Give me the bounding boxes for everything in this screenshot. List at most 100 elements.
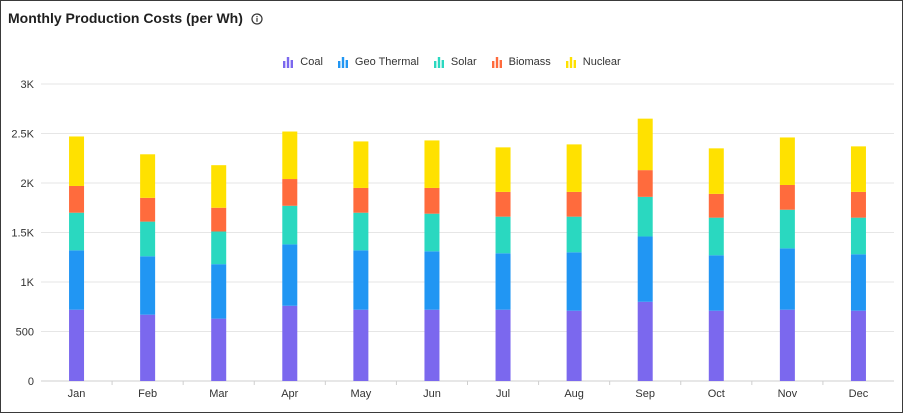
legend-label: Coal: [300, 56, 323, 68]
bar-solar-nov[interactable]: [779, 209, 795, 249]
legend-item-nuclear[interactable]: Nuclear: [565, 56, 621, 68]
bar-geo-thermal-aug[interactable]: [566, 252, 582, 311]
bar-coal-mar[interactable]: [211, 318, 227, 381]
legend-item-biomass[interactable]: Biomass: [491, 56, 551, 68]
legend-label: Solar: [450, 56, 477, 68]
bar-biomass-apr[interactable]: [282, 179, 298, 206]
bar-solar-oct[interactable]: [708, 217, 724, 256]
x-tick-label: Jan: [68, 388, 86, 400]
x-tick-label: Apr: [281, 388, 298, 400]
x-tick-label: Sep: [635, 388, 655, 400]
bar-solar-mar[interactable]: [211, 231, 227, 265]
bar-geo-thermal-jun[interactable]: [424, 251, 440, 310]
bar-coal-jan[interactable]: [69, 309, 85, 381]
bar-biomass-sep[interactable]: [637, 170, 653, 197]
y-tick-label: 1.5K: [11, 228, 34, 240]
bar-solar-may[interactable]: [353, 212, 369, 251]
bar-coal-sep[interactable]: [637, 301, 653, 381]
x-tick-label: Feb: [138, 388, 157, 400]
bar-nuclear-nov[interactable]: [779, 137, 795, 185]
chart-header: Monthly Production Costs (per Wh): [8, 8, 263, 28]
legend-label: Geo Thermal: [354, 56, 419, 68]
bar-biomass-mar[interactable]: [211, 207, 227, 232]
bar-coal-may[interactable]: [353, 309, 369, 381]
x-tick-label: Jun: [423, 388, 441, 400]
bar-biomass-jan[interactable]: [69, 185, 85, 213]
y-tick-label: 0: [28, 376, 34, 388]
bar-nuclear-sep[interactable]: [637, 118, 653, 171]
bar-biomass-oct[interactable]: [708, 193, 724, 218]
chart-title: Monthly Production Costs (per Wh): [8, 10, 243, 26]
bar-coal-oct[interactable]: [708, 310, 724, 381]
bar-nuclear-apr[interactable]: [282, 131, 298, 180]
bar-nuclear-mar[interactable]: [211, 165, 227, 208]
bar-chart-icon: [433, 57, 444, 68]
bar-chart-icon: [491, 57, 502, 68]
bar-geo-thermal-nov[interactable]: [779, 248, 795, 310]
chart-legend: Coal Geo Thermal Solar Biomass Nuclear: [1, 53, 902, 71]
bar-geo-thermal-sep[interactable]: [637, 236, 653, 302]
legend-label: Nuclear: [582, 56, 621, 68]
y-tick-label: 2.5K: [11, 129, 34, 141]
bar-solar-jul[interactable]: [495, 216, 511, 254]
bar-coal-apr[interactable]: [282, 305, 298, 381]
y-tick-label: 2K: [21, 178, 35, 190]
bar-solar-feb[interactable]: [140, 221, 156, 257]
legend-item-geo-thermal[interactable]: Geo Thermal: [337, 56, 419, 68]
bar-biomass-feb[interactable]: [140, 197, 156, 222]
bar-geo-thermal-oct[interactable]: [708, 255, 724, 311]
bar-coal-dec[interactable]: [850, 310, 866, 381]
x-tick-label: Aug: [564, 388, 584, 400]
x-tick-label: Dec: [849, 388, 869, 400]
bar-nuclear-jul[interactable]: [495, 147, 511, 192]
bar-nuclear-jun[interactable]: [424, 140, 440, 188]
bar-coal-aug[interactable]: [566, 310, 582, 381]
bar-nuclear-aug[interactable]: [566, 144, 582, 192]
bar-solar-sep[interactable]: [637, 196, 653, 237]
bar-nuclear-jan[interactable]: [69, 136, 85, 186]
bar-biomass-aug[interactable]: [566, 191, 582, 217]
legend-item-solar[interactable]: Solar: [433, 56, 477, 68]
bar-geo-thermal-mar[interactable]: [211, 264, 227, 319]
info-icon[interactable]: [251, 12, 263, 25]
bar-solar-aug[interactable]: [566, 216, 582, 253]
bar-geo-thermal-dec[interactable]: [850, 254, 866, 311]
bar-coal-feb[interactable]: [140, 314, 156, 381]
bar-biomass-jul[interactable]: [495, 191, 511, 217]
bar-geo-thermal-may[interactable]: [353, 250, 369, 310]
bar-biomass-dec[interactable]: [850, 191, 866, 218]
x-tick-label: Oct: [708, 388, 725, 400]
legend-item-coal[interactable]: Coal: [282, 56, 323, 68]
y-tick-label: 500: [16, 327, 34, 339]
bar-solar-jun[interactable]: [424, 213, 440, 252]
x-tick-label: Nov: [778, 388, 798, 400]
bar-coal-jul[interactable]: [495, 309, 511, 381]
bar-nuclear-oct[interactable]: [708, 148, 724, 194]
bar-chart-icon: [337, 57, 348, 68]
bar-coal-nov[interactable]: [779, 309, 795, 381]
bar-geo-thermal-feb[interactable]: [140, 256, 156, 315]
bar-chart-icon: [565, 57, 576, 68]
x-tick-label: Jul: [496, 388, 510, 400]
bar-geo-thermal-jul[interactable]: [495, 253, 511, 310]
bar-chart-icon: [283, 57, 294, 68]
bar-geo-thermal-apr[interactable]: [282, 244, 298, 306]
bar-solar-dec[interactable]: [850, 217, 866, 255]
x-tick-label: May: [350, 388, 371, 400]
y-tick-label: 3K: [21, 79, 35, 91]
bar-biomass-jun[interactable]: [424, 187, 440, 214]
bar-biomass-may[interactable]: [353, 187, 369, 213]
bar-solar-apr[interactable]: [282, 205, 298, 245]
bar-coal-jun[interactable]: [424, 309, 440, 381]
x-tick-label: Mar: [209, 388, 228, 400]
bar-nuclear-may[interactable]: [353, 141, 369, 188]
bar-biomass-nov[interactable]: [779, 184, 795, 210]
bar-nuclear-feb[interactable]: [140, 154, 156, 198]
bar-nuclear-dec[interactable]: [850, 146, 866, 192]
bar-geo-thermal-jan[interactable]: [69, 250, 85, 310]
legend-label: Biomass: [508, 56, 551, 68]
bar-solar-jan[interactable]: [69, 212, 85, 251]
y-tick-label: 1K: [21, 277, 35, 289]
